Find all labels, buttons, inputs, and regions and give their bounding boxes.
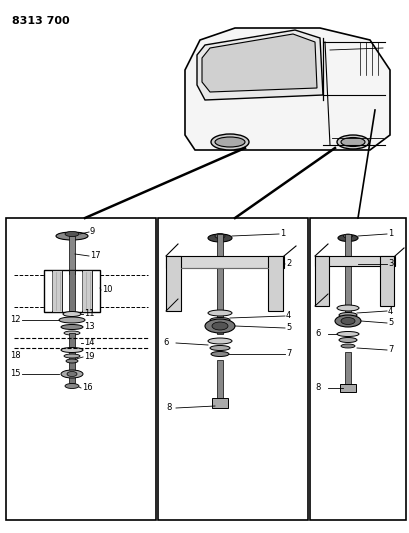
Text: 9: 9 bbox=[90, 228, 95, 237]
Text: 15: 15 bbox=[10, 369, 20, 378]
Text: 1: 1 bbox=[279, 230, 285, 238]
Text: 13: 13 bbox=[84, 322, 94, 332]
Bar bbox=[82, 270, 92, 312]
Text: 7: 7 bbox=[285, 350, 291, 359]
Ellipse shape bbox=[61, 325, 83, 329]
Bar bbox=[166, 256, 180, 311]
Bar bbox=[211, 398, 227, 408]
Ellipse shape bbox=[340, 318, 354, 325]
Ellipse shape bbox=[336, 305, 358, 311]
Ellipse shape bbox=[64, 331, 80, 335]
Ellipse shape bbox=[337, 235, 357, 241]
Ellipse shape bbox=[336, 332, 358, 336]
Text: 4: 4 bbox=[285, 311, 290, 320]
Ellipse shape bbox=[66, 359, 78, 363]
Bar bbox=[314, 256, 394, 266]
Bar bbox=[339, 384, 355, 392]
Text: 17: 17 bbox=[90, 252, 100, 261]
Text: 8: 8 bbox=[314, 384, 319, 392]
Ellipse shape bbox=[63, 311, 81, 317]
Ellipse shape bbox=[211, 134, 248, 150]
Text: 11: 11 bbox=[84, 310, 94, 319]
Ellipse shape bbox=[204, 319, 234, 333]
Ellipse shape bbox=[343, 234, 352, 238]
Ellipse shape bbox=[207, 310, 231, 316]
Text: 7: 7 bbox=[387, 345, 392, 354]
Bar bbox=[166, 256, 283, 268]
Text: 5: 5 bbox=[387, 319, 392, 327]
Bar bbox=[344, 352, 350, 390]
Ellipse shape bbox=[340, 138, 364, 147]
Ellipse shape bbox=[207, 338, 231, 344]
Ellipse shape bbox=[61, 370, 83, 378]
Text: 1: 1 bbox=[387, 230, 392, 238]
Text: 14: 14 bbox=[84, 338, 94, 348]
Ellipse shape bbox=[338, 337, 356, 343]
Text: 2: 2 bbox=[285, 260, 290, 269]
Bar bbox=[314, 256, 328, 306]
Ellipse shape bbox=[65, 231, 79, 237]
Text: 5: 5 bbox=[285, 324, 290, 333]
Ellipse shape bbox=[214, 233, 225, 238]
Text: 8313 700: 8313 700 bbox=[12, 16, 70, 26]
Ellipse shape bbox=[209, 345, 229, 351]
Text: 8: 8 bbox=[166, 403, 171, 413]
Bar bbox=[216, 360, 222, 405]
Ellipse shape bbox=[214, 137, 245, 147]
Ellipse shape bbox=[211, 351, 229, 357]
Ellipse shape bbox=[211, 322, 227, 330]
Bar bbox=[309, 218, 405, 520]
Text: 6: 6 bbox=[163, 338, 168, 348]
Text: 16: 16 bbox=[82, 384, 92, 392]
Bar bbox=[69, 236, 75, 274]
Ellipse shape bbox=[61, 348, 83, 352]
Text: 18: 18 bbox=[10, 351, 20, 360]
Ellipse shape bbox=[64, 354, 80, 358]
Bar bbox=[344, 234, 350, 324]
Bar bbox=[6, 218, 155, 520]
Bar bbox=[69, 270, 75, 312]
Text: 3: 3 bbox=[387, 260, 392, 269]
Ellipse shape bbox=[67, 372, 77, 376]
Ellipse shape bbox=[334, 315, 360, 327]
Bar bbox=[52, 270, 62, 312]
Text: 10: 10 bbox=[102, 286, 112, 295]
Ellipse shape bbox=[336, 135, 368, 149]
Text: 4: 4 bbox=[387, 306, 392, 316]
Bar bbox=[157, 218, 307, 520]
Text: 6: 6 bbox=[314, 329, 319, 338]
Ellipse shape bbox=[209, 318, 229, 322]
Ellipse shape bbox=[56, 232, 88, 240]
Ellipse shape bbox=[338, 312, 356, 318]
Polygon shape bbox=[202, 34, 316, 92]
Ellipse shape bbox=[207, 234, 231, 242]
Polygon shape bbox=[184, 28, 389, 150]
Bar bbox=[267, 256, 282, 311]
Bar bbox=[216, 234, 222, 334]
Ellipse shape bbox=[59, 317, 85, 323]
Bar bbox=[44, 270, 100, 312]
Ellipse shape bbox=[65, 384, 79, 389]
Text: 12: 12 bbox=[10, 316, 20, 325]
Bar bbox=[69, 333, 75, 383]
Bar bbox=[379, 256, 393, 306]
Ellipse shape bbox=[340, 344, 354, 348]
Text: 19: 19 bbox=[84, 352, 94, 361]
Polygon shape bbox=[196, 30, 322, 100]
